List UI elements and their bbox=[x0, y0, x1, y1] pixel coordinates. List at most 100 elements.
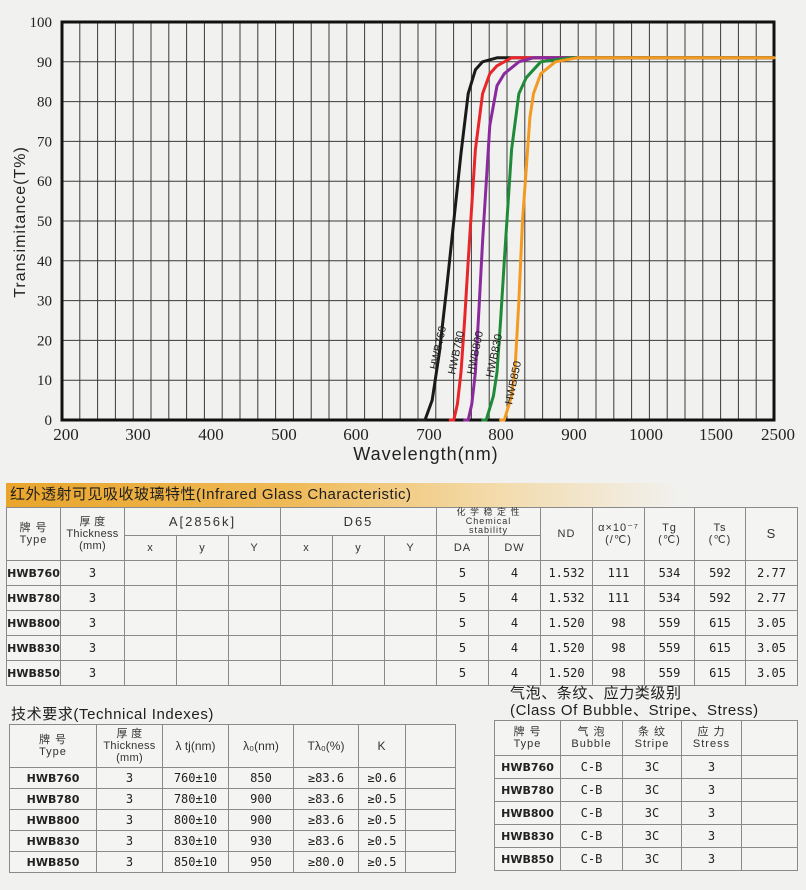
y-axis-ticks: 0 10 20 30 40 50 60 70 80 90 100 bbox=[30, 15, 53, 429]
bubble-title-cn: 气泡、条纹、应力类级别 bbox=[510, 685, 682, 702]
cell-ts: 592 bbox=[694, 585, 746, 611]
col-s: S bbox=[745, 507, 798, 561]
cell-stripe: 3C bbox=[622, 824, 682, 848]
curve-label: HWB760 bbox=[428, 325, 449, 371]
y-tick-label: 10 bbox=[37, 373, 52, 389]
x-tick-label: 300 bbox=[125, 425, 151, 444]
cell-ax bbox=[124, 660, 177, 686]
cell-tl0: ≥83.6 bbox=[293, 809, 359, 831]
y-tick-label: 80 bbox=[37, 95, 52, 111]
cell-blank bbox=[405, 767, 456, 789]
table-row: HWB830 C-B 3C 3 bbox=[494, 824, 798, 848]
cell-dY bbox=[384, 610, 437, 636]
cell-blank bbox=[741, 778, 798, 802]
col-ts: Ts (℃) bbox=[694, 507, 746, 561]
y-tick-label: 70 bbox=[37, 134, 52, 150]
cell-dy bbox=[332, 560, 385, 586]
cell-blank bbox=[405, 788, 456, 810]
col-type: 牌 号 Type bbox=[494, 720, 561, 756]
cell-aY bbox=[228, 635, 281, 661]
col-type: 牌 号 Type bbox=[9, 724, 97, 768]
cell-alpha: 111 bbox=[592, 560, 645, 586]
col-blank bbox=[405, 724, 456, 768]
chart-grid bbox=[61, 22, 775, 420]
curve-hwb780 bbox=[448, 56, 776, 422]
cell-ax bbox=[124, 585, 177, 611]
cell-dy bbox=[332, 610, 385, 636]
cell-stress: 3 bbox=[681, 847, 742, 871]
cell-dy bbox=[332, 635, 385, 661]
col-t-lambda-0: Tλ₀(%) bbox=[293, 724, 359, 768]
cell-dw: 4 bbox=[488, 585, 541, 611]
cell-alpha: 111 bbox=[592, 585, 645, 611]
cell-ts: 615 bbox=[694, 610, 746, 636]
cell-da: 5 bbox=[436, 660, 489, 686]
cell-thickness: 3 bbox=[96, 788, 163, 810]
cell-tl0: ≥80.0 bbox=[293, 851, 359, 873]
y-tick-label: 40 bbox=[37, 254, 52, 270]
cell-ax bbox=[124, 635, 177, 661]
cell-stress: 3 bbox=[681, 824, 742, 848]
cell-type: HWB830 bbox=[9, 830, 97, 852]
cell-bubble: C-B bbox=[560, 801, 623, 825]
characteristic-table: 牌 号 Type 厚 度 Thickness (mm) A[2856k] D65 化 … bbox=[6, 507, 798, 686]
cell-k: ≥0.5 bbox=[358, 788, 406, 810]
cell-nd: 1.520 bbox=[540, 660, 593, 686]
cell-tl0: ≥83.6 bbox=[293, 830, 359, 852]
cell-ay bbox=[176, 635, 229, 661]
x-tick-label: 200 bbox=[53, 425, 79, 444]
cell-s: 3.05 bbox=[745, 635, 798, 661]
curve-label: HWB800 bbox=[465, 330, 486, 376]
cell-ay bbox=[176, 585, 229, 611]
cell-aY bbox=[228, 610, 281, 636]
table-row: HWB780 3 5 4 1.532 111 534 592 2.77 bbox=[6, 585, 798, 611]
subheader-row: x y Y x y Y DA DW bbox=[7, 535, 798, 561]
y-tick-label: 90 bbox=[37, 55, 52, 71]
cell-tl0: ≥83.6 bbox=[293, 788, 359, 810]
cell-stress: 3 bbox=[681, 801, 742, 825]
col-lambda-0: λ₀(nm) bbox=[228, 724, 294, 768]
cell-ay bbox=[176, 660, 229, 686]
x-tick-label: 800 bbox=[488, 425, 514, 444]
cell-dy bbox=[332, 585, 385, 611]
x-tick-label: 400 bbox=[198, 425, 224, 444]
characteristic-title-banner: 红外透射可见吸收玻璃特性(Infrared Glass Characterist… bbox=[6, 483, 800, 507]
cell-aY bbox=[228, 585, 281, 611]
cell-alpha: 98 bbox=[592, 635, 645, 661]
cell-thickness: 3 bbox=[60, 560, 125, 586]
y-tick-label: 50 bbox=[37, 214, 52, 230]
cell-da: 5 bbox=[436, 560, 489, 586]
col-d-Y: Y bbox=[384, 535, 437, 561]
cell-bubble: C-B bbox=[560, 847, 623, 871]
bubble-stripe-stress-table: 牌 号 Type 气 泡 Bubble 条 纹 Stripe 应 力 Stress HW… bbox=[494, 720, 798, 871]
col-tg: Tg (℃) bbox=[644, 507, 695, 561]
cell-k: ≥0.5 bbox=[358, 830, 406, 852]
table-row: HWB830 3 830±10 930 ≥83.6 ≥0.5 bbox=[9, 830, 456, 852]
x-axis-ticks: 200 300 400 500 600 700 800 900 1000 1500 2500 bbox=[53, 425, 795, 444]
x-tick-label: 600 bbox=[343, 425, 369, 444]
cell-s: 2.77 bbox=[745, 585, 798, 611]
cell-type: HWB850 bbox=[6, 660, 61, 686]
curve-hwb800 bbox=[463, 56, 776, 422]
y-tick-label: 60 bbox=[37, 174, 52, 190]
cell-type: HWB800 bbox=[6, 610, 61, 636]
cell-blank bbox=[741, 824, 798, 848]
table-row: HWB800 C-B 3C 3 bbox=[494, 801, 798, 825]
cell-dy bbox=[332, 660, 385, 686]
cell-dY bbox=[384, 585, 437, 611]
cell-type: HWB780 bbox=[494, 778, 561, 802]
cell-bubble: C-B bbox=[560, 778, 623, 802]
cell-thickness: 3 bbox=[60, 635, 125, 661]
cell-type: HWB780 bbox=[6, 585, 61, 611]
cell-type: HWB760 bbox=[6, 560, 61, 586]
col-a-x: x bbox=[124, 535, 177, 561]
cell-dx bbox=[280, 635, 333, 661]
x-tick-label: 1500 bbox=[699, 425, 733, 444]
col-thickness: 厚 度 Thickness (mm) bbox=[96, 724, 163, 768]
cell-type: HWB780 bbox=[9, 788, 97, 810]
cell-dY bbox=[384, 635, 437, 661]
cell-blank bbox=[741, 801, 798, 825]
table-row: HWB830 3 5 4 1.520 98 559 615 3.05 bbox=[6, 635, 798, 661]
col-bubble: 气 泡 Bubble bbox=[560, 720, 623, 756]
cell-tg: 559 bbox=[644, 610, 695, 636]
